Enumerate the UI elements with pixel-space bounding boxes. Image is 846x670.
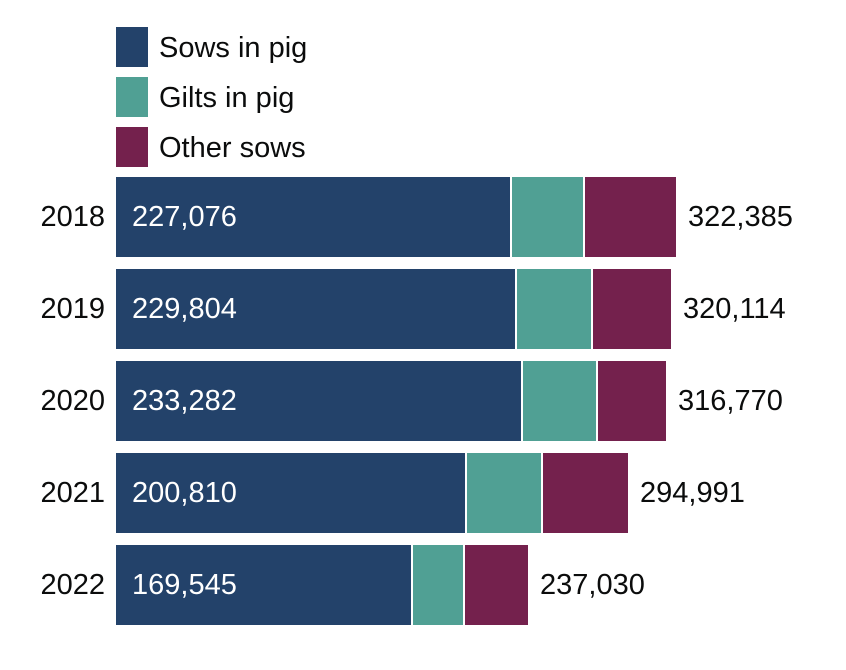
total-value-label: 320,114 [683, 293, 786, 325]
year-label: 2022 [40, 569, 105, 601]
bar-segment-other-sows [585, 177, 676, 257]
total-value-label: 322,385 [688, 201, 793, 233]
legend-label: Gilts in pig [159, 82, 295, 114]
bar-row-2020: 2020 233,282 316,770 [0, 361, 846, 441]
legend-swatch-other-sows [116, 127, 148, 167]
bar-segment-sows-in-pig: 233,282 [116, 361, 521, 441]
total-value-label: 316,770 [678, 385, 783, 417]
bar-segment-other-sows [598, 361, 666, 441]
bar-segment-gilts-in-pig [413, 545, 463, 625]
bar-row-2018: 2018 227,076 322,385 [0, 177, 846, 257]
stacked-bar: 200,810 [116, 453, 628, 533]
bar-segment-gilts-in-pig [467, 453, 541, 533]
year-label: 2019 [40, 293, 105, 325]
legend-swatch-sows-in-pig [116, 27, 148, 67]
bar-segment-gilts-in-pig [517, 269, 591, 349]
bar-row-2021: 2021 200,810 294,991 [0, 453, 846, 533]
segment-value-label: 233,282 [132, 385, 237, 417]
stacked-bar: 227,076 [116, 177, 676, 257]
year-label: 2020 [40, 385, 105, 417]
total-value-label: 294,991 [640, 477, 745, 509]
bar-row-2022: 2022 169,545 237,030 [0, 545, 846, 625]
bar-segment-gilts-in-pig [523, 361, 596, 441]
bar-segment-sows-in-pig: 169,545 [116, 545, 411, 625]
segment-value-label: 229,804 [132, 293, 237, 325]
segment-value-label: 169,545 [132, 569, 237, 601]
legend-label: Sows in pig [159, 32, 308, 64]
bar-segment-sows-in-pig: 229,804 [116, 269, 515, 349]
bar-segment-gilts-in-pig [512, 177, 583, 257]
year-label: 2018 [40, 201, 105, 233]
segment-value-label: 200,810 [132, 477, 237, 509]
segment-value-label: 227,076 [132, 201, 237, 233]
legend-label: Other sows [159, 132, 306, 164]
bar-segment-other-sows [593, 269, 671, 349]
stacked-bar: 229,804 [116, 269, 671, 349]
bar-segment-other-sows [465, 545, 528, 625]
total-value-label: 237,030 [540, 569, 645, 601]
year-label: 2021 [40, 477, 105, 509]
bar-segment-sows-in-pig: 227,076 [116, 177, 510, 257]
bar-row-2019: 2019 229,804 320,114 [0, 269, 846, 349]
stacked-bar: 233,282 [116, 361, 666, 441]
legend-swatch-gilts-in-pig [116, 77, 148, 117]
stacked-bar: 169,545 [116, 545, 528, 625]
bar-segment-sows-in-pig: 200,810 [116, 453, 465, 533]
bar-segment-other-sows [543, 453, 628, 533]
